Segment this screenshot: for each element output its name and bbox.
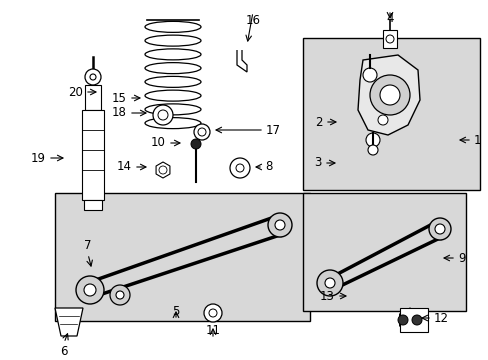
- Polygon shape: [55, 308, 83, 336]
- Bar: [82, 110, 104, 200]
- Circle shape: [158, 110, 168, 120]
- Circle shape: [153, 105, 173, 125]
- Bar: [84, 200, 102, 210]
- Circle shape: [365, 133, 379, 147]
- Text: 20: 20: [68, 85, 83, 99]
- Bar: [85, 85, 101, 110]
- Bar: [303, 38, 479, 190]
- Text: 19: 19: [31, 152, 46, 165]
- Circle shape: [203, 304, 222, 322]
- Circle shape: [379, 85, 399, 105]
- Circle shape: [110, 285, 130, 305]
- Circle shape: [191, 139, 201, 149]
- Text: 12: 12: [433, 311, 448, 324]
- Polygon shape: [156, 162, 170, 178]
- Circle shape: [194, 124, 209, 140]
- Text: 4: 4: [386, 12, 393, 25]
- Text: 8: 8: [264, 161, 272, 174]
- Bar: [399, 308, 427, 332]
- Circle shape: [316, 270, 342, 296]
- Circle shape: [198, 128, 205, 136]
- Circle shape: [362, 68, 376, 82]
- Text: 16: 16: [245, 14, 260, 27]
- Text: 13: 13: [320, 289, 334, 302]
- Bar: [303, 193, 465, 311]
- Text: 7: 7: [84, 239, 92, 252]
- Circle shape: [76, 276, 104, 304]
- Text: 11: 11: [205, 324, 220, 337]
- Text: 14: 14: [117, 161, 132, 174]
- Circle shape: [428, 218, 450, 240]
- Circle shape: [84, 284, 96, 296]
- Circle shape: [85, 69, 101, 85]
- Circle shape: [434, 224, 444, 234]
- Polygon shape: [357, 55, 419, 135]
- Bar: [55, 193, 309, 321]
- Circle shape: [90, 74, 96, 80]
- Circle shape: [385, 35, 393, 43]
- Text: 1: 1: [473, 134, 481, 147]
- Text: 15: 15: [112, 91, 127, 104]
- Text: 10: 10: [151, 136, 165, 149]
- Circle shape: [369, 75, 409, 115]
- Circle shape: [274, 220, 285, 230]
- Polygon shape: [399, 308, 420, 332]
- Text: 9: 9: [457, 252, 465, 265]
- Circle shape: [159, 166, 167, 174]
- Bar: [382, 30, 396, 48]
- Circle shape: [116, 291, 124, 299]
- Text: 2: 2: [315, 116, 323, 129]
- Circle shape: [267, 213, 291, 237]
- Text: 17: 17: [265, 123, 281, 136]
- Text: 6: 6: [60, 345, 68, 358]
- Circle shape: [397, 315, 407, 325]
- Text: 3: 3: [314, 157, 321, 170]
- Circle shape: [208, 309, 217, 317]
- Circle shape: [367, 145, 377, 155]
- Circle shape: [236, 164, 244, 172]
- Text: 18: 18: [112, 107, 127, 120]
- Circle shape: [325, 278, 334, 288]
- Circle shape: [229, 158, 249, 178]
- Circle shape: [377, 115, 387, 125]
- Text: 5: 5: [172, 305, 179, 318]
- Circle shape: [411, 315, 421, 325]
